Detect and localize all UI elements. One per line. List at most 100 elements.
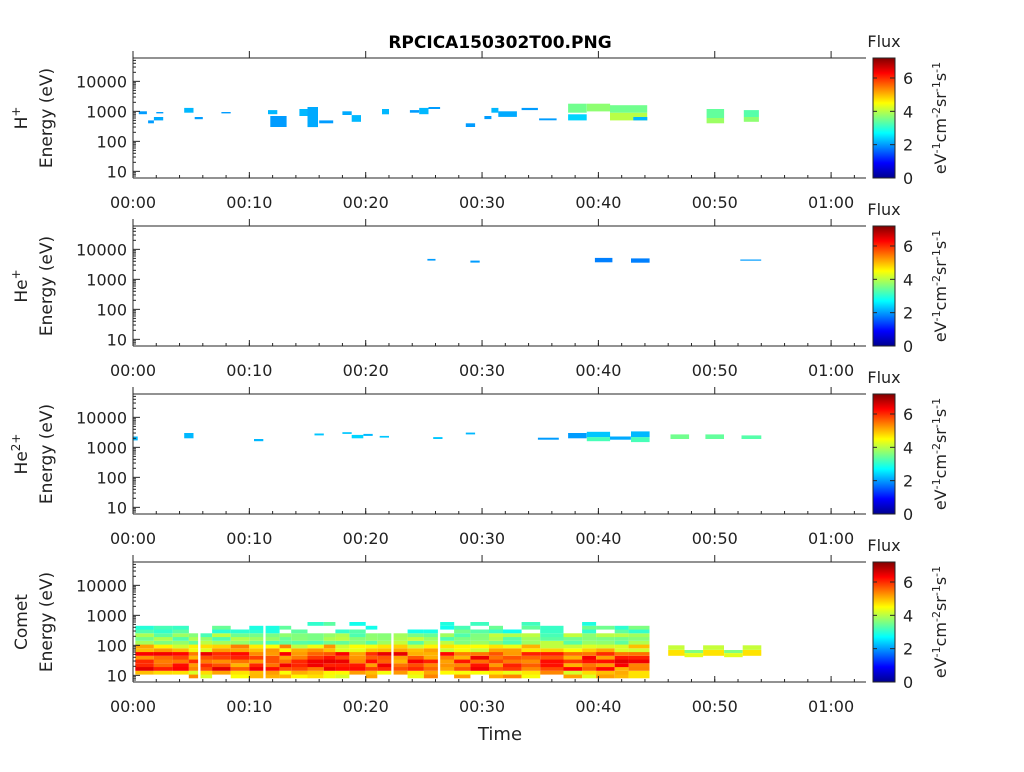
spectrogram-cell — [423, 629, 438, 634]
spectrogram-cell — [188, 633, 199, 638]
spectrogram-cell — [365, 670, 378, 675]
spectrogram-cell — [153, 117, 164, 121]
spectrogram-cell — [440, 633, 455, 638]
spectrogram-cell — [291, 629, 308, 634]
spectrogram-cell — [291, 644, 308, 649]
spectrogram-cell — [423, 633, 438, 638]
spectrogram-cell — [200, 667, 213, 671]
spectrogram-cell — [540, 637, 564, 641]
spectrogram-cell — [172, 637, 189, 641]
spectrogram-cell — [503, 652, 522, 656]
species-label: He2+ — [9, 434, 32, 475]
unit-exponent: -1 — [930, 249, 943, 260]
spectrogram-cell — [521, 625, 541, 630]
spectrogram-cell — [433, 437, 443, 439]
spectrogram-cell — [212, 670, 231, 675]
species-label-superscript: 2+ — [9, 434, 23, 452]
spectrogram-cell — [135, 659, 154, 664]
spectrogram-cell — [470, 637, 489, 641]
spectrogram-cell — [628, 655, 650, 660]
colorbar-gradient — [872, 57, 896, 179]
spectrogram-cell — [365, 644, 378, 649]
spectrogram-cell — [135, 640, 154, 645]
spectrogram-cell — [307, 652, 324, 656]
spectrogram-cell — [135, 644, 154, 649]
spectrogram-cell — [230, 633, 250, 638]
spectrogram-cell — [563, 670, 583, 675]
spectrogram-cell — [563, 674, 583, 679]
x-tick-label: 00:30 — [459, 361, 505, 380]
spectrogram-cell — [200, 640, 213, 645]
spectrogram-cell — [586, 437, 611, 442]
spectrogram-cell — [349, 629, 366, 634]
spectrogram-cell — [323, 652, 336, 656]
spectrogram-cell — [249, 637, 264, 641]
spectrogram-cell — [454, 644, 471, 649]
spectrogram-cell — [172, 640, 189, 645]
colorbar-title: Flux — [867, 536, 900, 555]
spectrogram-cell — [153, 648, 173, 653]
colorbar-gradient — [872, 561, 896, 683]
spectrogram-cell — [279, 637, 292, 641]
spectrogram-cell — [335, 667, 350, 671]
spectrogram-cell — [349, 637, 366, 641]
spectrogram-cell — [153, 644, 173, 649]
spectrogram-cell — [740, 259, 762, 261]
spectrogram-cell — [440, 637, 455, 641]
spectrogram-cell — [503, 670, 522, 675]
spectrogram-cell — [351, 434, 364, 439]
species-label-superscript: + — [9, 269, 23, 279]
spectrogram-cell — [212, 637, 231, 641]
spectrogram-cell — [521, 637, 541, 641]
spectrogram-cell — [291, 633, 308, 638]
spectrogram-cell — [212, 648, 231, 653]
spectrogram-cell — [563, 640, 583, 645]
spectrogram-cell — [279, 633, 292, 638]
spectrogram-cell — [188, 659, 199, 664]
unit-base: sr — [931, 92, 950, 107]
x-tick-label: 00:50 — [692, 697, 738, 716]
x-tick-label: 00:40 — [575, 193, 621, 212]
spectrogram-cell — [365, 640, 378, 645]
unit-exponent: -1 — [930, 398, 943, 409]
colorbar-tick-label: 2 — [903, 640, 913, 659]
x-tick-label: 00:00 — [110, 361, 156, 380]
spectrogram-cell — [563, 663, 583, 668]
spectrogram-cell — [614, 674, 629, 679]
spectrogram-cell — [135, 667, 154, 671]
spectrogram-cell — [670, 434, 690, 439]
spectrogram-cell — [230, 667, 250, 671]
spectrogram-cell — [349, 640, 366, 645]
x-tick-label: 00:10 — [226, 697, 272, 716]
spectrogram-cell — [470, 644, 489, 649]
spectrogram-cell — [537, 437, 559, 440]
spectrogram-cell — [365, 637, 378, 641]
spectrogram-cell — [596, 633, 615, 638]
spectrogram-cell — [596, 667, 615, 671]
panel-3: 00:00 00:10 00:20 00:30 00:40 00:50 01:00 10 100… — [9, 368, 950, 548]
plot-area — [133, 394, 866, 514]
spectrogram-cell — [596, 625, 615, 630]
unit-exponent: -2 — [930, 275, 943, 286]
spectrogram-cell — [349, 663, 366, 668]
spectrogram-cell — [200, 659, 213, 664]
spectrogram-cell — [521, 655, 541, 660]
spectrogram-cell — [489, 667, 503, 671]
spectrogram-cell — [423, 663, 438, 668]
x-tick-label: 01:00 — [808, 529, 854, 548]
spectrogram-cell — [249, 633, 264, 638]
spectrogram-cell — [596, 655, 615, 660]
spectrogram-cell — [582, 633, 597, 638]
spectrogram-cell — [172, 648, 189, 653]
spectrogram-cell — [249, 663, 264, 668]
unit-exponent: -1 — [930, 142, 943, 153]
spectrogram-cell — [153, 633, 173, 638]
spectrogram-cell — [230, 652, 250, 656]
spectrogram-cell — [249, 640, 264, 645]
spectrogram-cell — [423, 637, 438, 641]
spectrogram-cell — [540, 667, 564, 671]
spectrogram-cell — [307, 648, 324, 653]
spectrogram-cell — [540, 659, 564, 664]
spectrogram-cell — [172, 625, 189, 630]
spectrogram-cell — [377, 644, 392, 649]
